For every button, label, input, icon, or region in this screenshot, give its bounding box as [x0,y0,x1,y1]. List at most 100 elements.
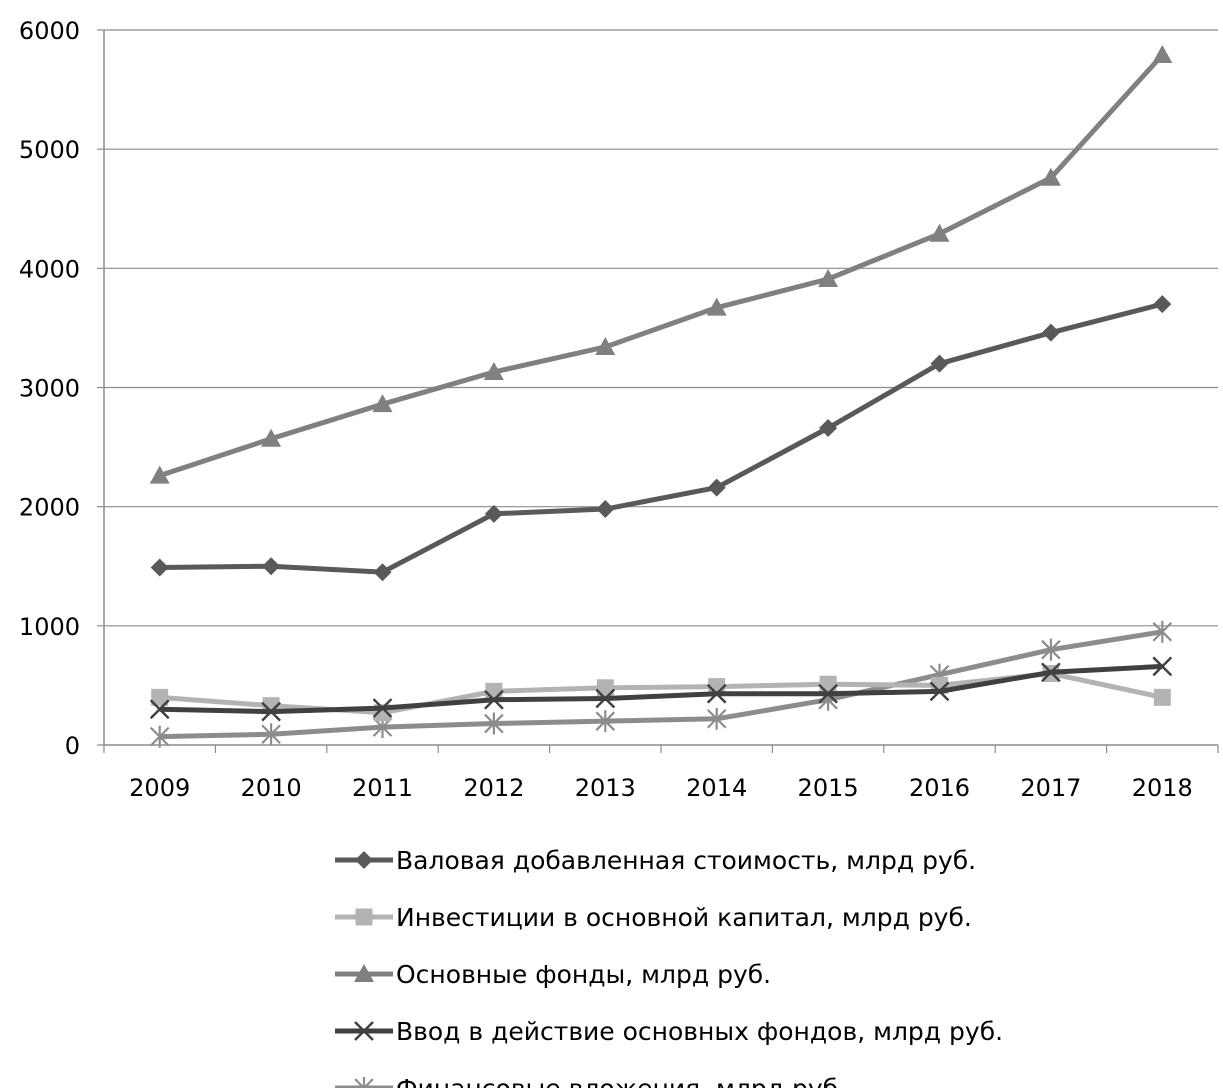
x-tick-label: 2011 [352,774,413,802]
data-point [1041,323,1060,342]
data-point [484,504,503,523]
legend-item: Основные фонды, млрд руб. [335,960,771,989]
legend-item: Инвестиции в основной капитал, млрд руб. [335,903,972,932]
series [149,45,1173,748]
data-point [595,710,616,733]
axes [97,29,1219,753]
data-point [151,688,169,706]
legend-label: Валовая добавленная стоимость, млрд руб. [396,846,976,875]
x-tick-label: 2018 [1132,774,1193,802]
legend-item: Финансовые вложения, млрд руб. [335,1074,846,1088]
data-point [372,698,393,718]
data-point [484,689,504,710]
y-tick-label: 4000 [19,255,80,283]
y-tick-label: 3000 [19,375,80,403]
x-marker-stroke [706,683,727,704]
series-line [159,301,1163,575]
series-line [159,629,1163,740]
data-point [707,478,726,497]
data-point [819,675,837,693]
series-line [159,663,1163,715]
x-tick-label: 2016 [909,774,970,802]
star-marker-stroke [362,1078,374,1088]
x-tick-label: 2012 [463,774,524,802]
y-tick-label: 1000 [19,613,80,641]
x-marker-stroke [149,699,170,720]
legend-label: Ввод в действие основных фондов, млрд ру… [396,1017,1003,1046]
legend-marker [355,851,373,869]
data-point [930,354,949,373]
data-point [929,223,950,242]
legend-marker [355,908,373,926]
y-tick-label: 5000 [19,136,80,164]
legend-item: Ввод в действие основных фондов, млрд ру… [335,1017,1003,1046]
legend-label: Инвестиции в основной капитал, млрд руб. [396,903,972,932]
legend-item: Валовая добавленная стоимость, млрд руб. [335,846,976,875]
legend: Валовая добавленная стоимость, млрд руб.… [335,846,1003,1088]
data-point [262,557,281,576]
data-point [596,500,615,519]
gridlines [104,29,1218,627]
data-point [149,725,170,748]
data-point [1152,620,1173,643]
x-tick-label: 2015 [798,774,859,802]
data-point [261,428,282,447]
data-point [149,699,170,720]
x-tick-label: 2009 [129,774,190,802]
x-tick-label: 2010 [241,774,302,802]
star-marker-stroke [354,1078,366,1088]
y-tick-label: 0 [65,732,80,760]
x-marker-stroke [818,683,838,704]
x-marker-stroke [354,1021,374,1041]
series-3 [149,656,1173,722]
series-4 [149,620,1173,748]
x-marker-stroke [595,688,616,709]
legend-label: Финансовые вложения, млрд руб. [396,1074,846,1088]
data-point [483,362,504,381]
x-marker-stroke [1041,662,1061,683]
x-tick-label: 2014 [686,774,747,802]
data-point [1152,45,1173,64]
legend-marker [354,964,374,982]
legend-marker [354,1077,374,1088]
data-point [595,688,616,709]
data-point [372,394,393,413]
data-point [261,723,281,746]
x-tick-label: 2013 [575,774,636,802]
series-line [158,53,1165,479]
data-point [706,707,727,730]
data-point [818,683,838,704]
data-point [261,701,281,722]
data-point [595,336,616,355]
data-point [1153,295,1172,314]
data-point [819,419,838,438]
data-point [818,269,839,288]
data-point [706,297,727,316]
data-point [596,679,614,697]
data-point [1040,167,1061,186]
legend-marker [354,1021,374,1041]
data-point [1153,688,1171,706]
data-point [1041,638,1061,661]
y-tick-label: 6000 [19,17,80,45]
data-point [1041,662,1061,683]
x-marker-stroke [929,681,950,702]
series-2 [149,45,1173,484]
data-point [373,563,392,582]
x-tick-labels: 2009 2010 2011 2012 2013 2014 2015 2016 2017 2018 [129,774,1193,802]
data-point [1152,656,1173,677]
legend-label: Основные фонды, млрд руб. [396,960,771,989]
data-point [706,683,727,704]
data-point [929,681,950,702]
x-marker-stroke [372,698,393,718]
data-point [150,558,169,577]
x-marker-stroke [1152,656,1173,677]
data-point [149,465,170,484]
series-0 [150,295,1172,582]
x-marker-stroke [261,701,281,722]
y-tick-labels: 0 1000 2000 3000 4000 5000 6000 [19,17,80,760]
y-tick-label: 2000 [19,494,80,522]
x-marker-stroke [484,689,504,710]
x-tick-label: 2017 [1020,774,1081,802]
